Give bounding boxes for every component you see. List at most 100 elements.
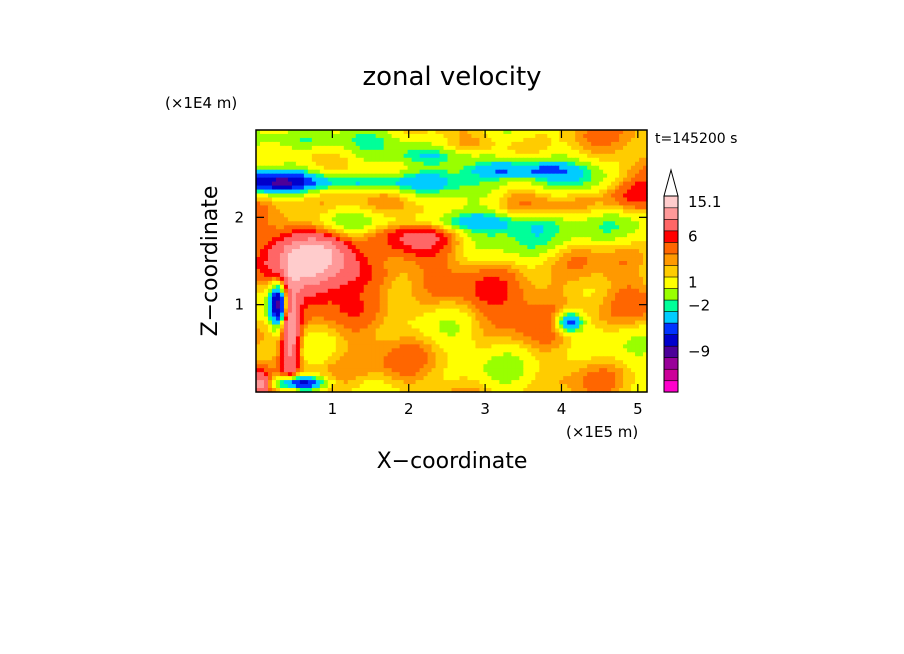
- field-cell: [347, 272, 353, 278]
- field-cell: [407, 193, 413, 199]
- field-cell: [351, 133, 357, 139]
- field-cell: [559, 264, 564, 270]
- field-cell: [491, 280, 496, 286]
- field-cell: [535, 300, 540, 306]
- field-cell: [463, 213, 469, 218]
- field-cell: [323, 157, 329, 163]
- field-cell: [547, 253, 552, 258]
- field-cell: [331, 225, 337, 230]
- field-cell: [455, 221, 461, 226]
- field-cell: [471, 276, 477, 282]
- field-cell: [479, 173, 485, 179]
- field-cell: [571, 213, 576, 218]
- field-cell: [611, 320, 616, 326]
- field-cell: [555, 145, 560, 151]
- field-cell: [483, 324, 489, 330]
- field-cell: [427, 276, 433, 282]
- field-cell: [423, 308, 429, 314]
- field-cell: [459, 296, 465, 302]
- field-cell: [611, 209, 616, 214]
- field-cell: [639, 320, 644, 326]
- field-cell: [607, 209, 612, 214]
- field-cell: [603, 316, 608, 322]
- field-cell: [407, 316, 413, 322]
- field-cell: [331, 257, 337, 262]
- field-cell: [519, 130, 524, 135]
- field-cell: [567, 229, 572, 234]
- field-cell: [311, 213, 317, 218]
- field-cell: [355, 304, 361, 310]
- field-cell: [619, 264, 624, 270]
- field-cell: [579, 312, 584, 318]
- field-cell: [263, 181, 269, 187]
- field-cell: [375, 308, 381, 314]
- field-cell: [327, 133, 333, 139]
- field-cell: [615, 221, 620, 226]
- field-cell: [459, 201, 465, 207]
- field-cell: [639, 221, 644, 226]
- field-cell: [367, 268, 373, 274]
- field-cell: [275, 173, 281, 179]
- field-cell: [599, 288, 604, 294]
- field-cell: [287, 157, 293, 163]
- field-cell: [323, 316, 329, 322]
- field-cell: [527, 316, 532, 322]
- field-cell: [539, 197, 544, 203]
- field-cell: [587, 264, 592, 270]
- field-cell: [279, 261, 285, 266]
- field-cell: [459, 205, 465, 210]
- field-cell: [459, 217, 465, 222]
- field-cell: [415, 149, 421, 155]
- field-cell: [527, 161, 532, 167]
- field-cell: [335, 261, 341, 266]
- field-cell: [379, 324, 385, 330]
- field-cell: [595, 197, 600, 203]
- field-cell: [363, 130, 369, 135]
- field-cell: [491, 320, 496, 326]
- field-cell: [403, 292, 409, 298]
- field-cell: [299, 296, 305, 302]
- field-cell: [256, 304, 261, 310]
- field-cell: [259, 181, 265, 187]
- field-cell: [567, 185, 572, 191]
- field-cell: [455, 284, 461, 290]
- field-cell: [479, 288, 485, 294]
- field-cell: [607, 141, 612, 147]
- field-cell: [607, 304, 612, 310]
- field-cell: [583, 205, 588, 210]
- field-cell: [275, 328, 281, 334]
- field-cell: [615, 217, 620, 222]
- field-cell: [559, 161, 564, 167]
- field-cell: [367, 209, 373, 214]
- field-cell: [367, 233, 373, 238]
- field-cell: [447, 177, 453, 183]
- field-cell: [423, 221, 429, 226]
- field-cell: [283, 300, 289, 306]
- field-cell: [515, 141, 520, 147]
- field-cell: [511, 328, 516, 334]
- field-cell: [367, 153, 373, 159]
- field-cell: [527, 292, 532, 298]
- field-cell: [499, 173, 504, 179]
- field-cell: [555, 130, 560, 135]
- field-cell: [623, 300, 628, 306]
- field-cell: [323, 145, 329, 151]
- field-cell: [579, 245, 584, 250]
- field-cell: [547, 130, 552, 135]
- field-cell: [515, 308, 520, 314]
- field-cell: [399, 137, 405, 143]
- field-cell: [607, 320, 612, 326]
- field-cell: [395, 308, 401, 314]
- field-cell: [415, 169, 421, 175]
- field-cell: [575, 241, 580, 246]
- field-cell: [375, 221, 381, 226]
- field-cell: [435, 296, 441, 302]
- field-cell: [611, 316, 616, 322]
- field-cell: [507, 264, 512, 270]
- field-cell: [447, 193, 453, 199]
- field-cell: [471, 296, 477, 302]
- field-cell: [607, 324, 612, 330]
- field-cell: [503, 213, 508, 218]
- field-cell: [299, 181, 305, 187]
- field-cell: [351, 280, 357, 286]
